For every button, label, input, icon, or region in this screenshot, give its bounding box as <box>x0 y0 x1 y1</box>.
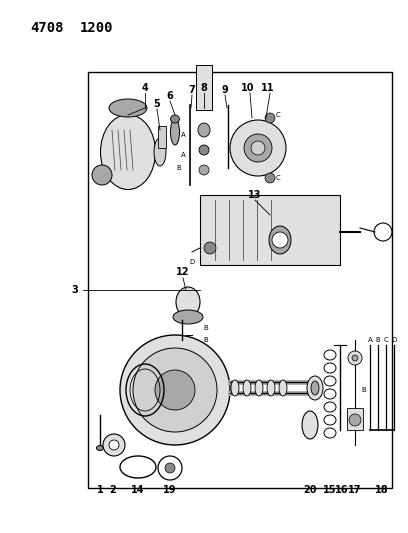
Circle shape <box>103 434 125 456</box>
Circle shape <box>199 165 209 175</box>
Bar <box>88 72 392 488</box>
Text: A: A <box>368 337 373 343</box>
Ellipse shape <box>176 287 200 317</box>
Text: 2: 2 <box>110 485 116 495</box>
Circle shape <box>165 463 175 473</box>
Text: D: D <box>391 337 397 343</box>
Bar <box>196 65 212 110</box>
Text: 17: 17 <box>348 485 362 495</box>
Ellipse shape <box>109 99 147 117</box>
Circle shape <box>349 414 361 426</box>
Circle shape <box>92 165 112 185</box>
Text: 1: 1 <box>97 485 103 495</box>
Text: 4: 4 <box>142 83 149 93</box>
Circle shape <box>133 348 217 432</box>
Text: 12: 12 <box>176 267 190 277</box>
Circle shape <box>244 134 272 162</box>
Text: C: C <box>276 112 280 118</box>
Bar <box>158 126 166 148</box>
Ellipse shape <box>311 381 319 395</box>
Ellipse shape <box>243 380 251 396</box>
Circle shape <box>352 355 358 361</box>
Ellipse shape <box>267 380 275 396</box>
Ellipse shape <box>154 138 166 166</box>
Text: A: A <box>181 152 185 158</box>
Text: B: B <box>204 337 208 343</box>
Text: A: A <box>181 132 185 138</box>
Text: 5: 5 <box>154 99 160 109</box>
Bar <box>347 408 363 430</box>
Text: 16: 16 <box>335 485 349 495</box>
Text: 11: 11 <box>261 83 275 93</box>
Circle shape <box>265 173 275 183</box>
Ellipse shape <box>269 226 291 254</box>
Text: C: C <box>276 175 280 181</box>
Text: 3: 3 <box>72 285 78 295</box>
Bar <box>200 195 340 265</box>
Ellipse shape <box>97 446 104 450</box>
Text: 8: 8 <box>201 83 207 93</box>
Text: 18: 18 <box>375 485 389 495</box>
Ellipse shape <box>231 380 239 396</box>
Text: 15: 15 <box>323 485 337 495</box>
Text: D: D <box>189 259 195 265</box>
Text: B: B <box>376 337 380 343</box>
Circle shape <box>251 141 265 155</box>
Circle shape <box>230 120 286 176</box>
Text: B: B <box>204 325 208 331</box>
Ellipse shape <box>255 380 263 396</box>
Ellipse shape <box>302 411 318 439</box>
Text: B: B <box>361 387 366 393</box>
Circle shape <box>348 351 362 365</box>
Ellipse shape <box>199 145 209 155</box>
Ellipse shape <box>171 115 180 123</box>
Ellipse shape <box>100 115 155 190</box>
Text: 20: 20 <box>303 485 317 495</box>
Ellipse shape <box>173 310 203 324</box>
Text: 13: 13 <box>248 190 262 200</box>
Ellipse shape <box>307 376 323 400</box>
Circle shape <box>265 113 275 123</box>
Text: C: C <box>384 337 388 343</box>
Circle shape <box>120 335 230 445</box>
Text: 19: 19 <box>163 485 177 495</box>
Circle shape <box>155 370 195 410</box>
Text: 1200: 1200 <box>80 21 113 35</box>
Text: B: B <box>177 165 182 171</box>
Ellipse shape <box>198 123 210 137</box>
Ellipse shape <box>279 380 287 396</box>
Circle shape <box>204 242 216 254</box>
Ellipse shape <box>171 119 180 145</box>
Text: 7: 7 <box>188 85 195 95</box>
Text: 14: 14 <box>131 485 145 495</box>
Text: 9: 9 <box>222 85 228 95</box>
Text: 4708: 4708 <box>30 21 64 35</box>
Circle shape <box>272 232 288 248</box>
Text: 6: 6 <box>166 91 173 101</box>
Circle shape <box>109 440 119 450</box>
Text: 10: 10 <box>241 83 255 93</box>
